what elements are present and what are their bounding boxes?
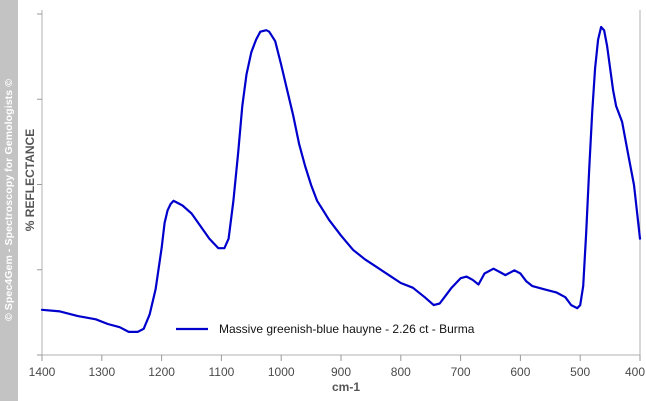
x-axis-ticks <box>41 355 641 361</box>
x-axis-tick-labels: 1400 1300 1200 1100 1000 900 800 700 600 500 400 <box>29 365 646 379</box>
x-tick-label: 400 <box>625 365 645 379</box>
x-tick-label: 800 <box>391 365 411 379</box>
plot-frame <box>41 10 641 356</box>
y-axis-ticks <box>37 13 42 356</box>
x-tick-label: 1100 <box>208 365 234 379</box>
x-tick-label: 1200 <box>148 365 175 379</box>
legend-label: Massive greenish-blue hauyne - 2.26 ct -… <box>219 322 475 336</box>
x-tick-label: 1400 <box>29 365 56 379</box>
x-tick-label: 600 <box>510 365 530 379</box>
x-tick-label: 500 <box>570 365 590 379</box>
x-tick-label: 900 <box>331 365 351 379</box>
x-tick-label: 1000 <box>268 365 295 379</box>
y-axis-title: % REFLECTANCE <box>23 129 37 231</box>
watermark-sidebar: © Spec4Gem - Spectroscopy for Gemologist… <box>0 0 18 401</box>
x-tick-label: 1300 <box>88 365 115 379</box>
series-line-hauyne <box>40 25 642 333</box>
legend: Massive greenish-blue hauyne - 2.26 ct -… <box>176 322 475 336</box>
x-axis-title: cm-1 <box>332 380 360 394</box>
x-tick-label: 700 <box>451 365 471 379</box>
